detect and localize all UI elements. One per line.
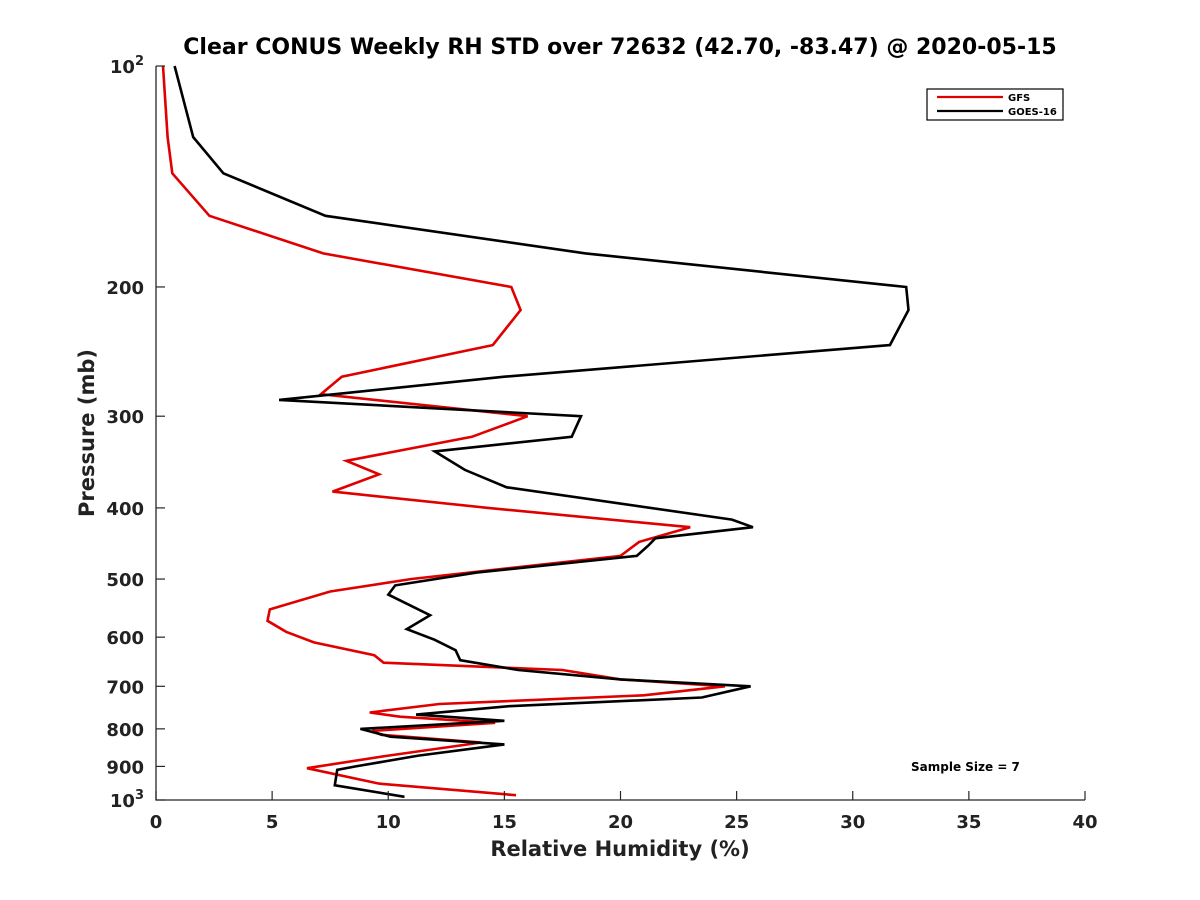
y-tick-label: 103 bbox=[110, 788, 144, 812]
x-tick-label: 10 bbox=[376, 812, 401, 833]
y-tick-label: 400 bbox=[106, 499, 144, 520]
x-tick-label: 30 bbox=[840, 812, 865, 833]
y-axis: 102 200 300 400 500 600 700 800 900 103 bbox=[106, 54, 165, 812]
x-tick-label: 20 bbox=[608, 812, 633, 833]
y-tick-label: 900 bbox=[106, 757, 144, 778]
y-tick-label: 102 bbox=[110, 54, 144, 78]
series-layer bbox=[161, 65, 910, 799]
x-tick-label: 35 bbox=[956, 812, 981, 833]
plot-area: 0 5 10 15 20 25 30 35 40 102 200 300 400 500 600 700 80… bbox=[106, 54, 1097, 833]
series-line-goes-16 bbox=[173, 65, 910, 799]
legend-label-goes16: GOES-16 bbox=[1008, 107, 1057, 118]
y-tick-label: 300 bbox=[106, 407, 144, 428]
x-tick-label: 25 bbox=[724, 812, 749, 833]
x-tick-label: 5 bbox=[266, 812, 279, 833]
x-axis-label: Relative Humidity (%) bbox=[490, 837, 749, 861]
series-line-gfs bbox=[161, 65, 726, 797]
legend-label-gfs: GFS bbox=[1008, 93, 1030, 104]
legend: GFS GOES-16 bbox=[926, 88, 1064, 121]
x-tick-label: 15 bbox=[492, 812, 517, 833]
chart-title: Clear CONUS Weekly RH STD over 72632 (42… bbox=[183, 35, 1056, 60]
y-tick-label: 800 bbox=[106, 720, 144, 741]
y-tick-label: 200 bbox=[106, 278, 144, 299]
y-axis-label: Pressure (mb) bbox=[75, 349, 99, 517]
y-tick-label: 500 bbox=[106, 570, 144, 591]
x-tick-label: 40 bbox=[1072, 812, 1097, 833]
sample-size-annotation: Sample Size = 7 bbox=[911, 760, 1020, 774]
y-tick-label: 700 bbox=[106, 677, 144, 698]
legend-box bbox=[926, 88, 1064, 121]
x-tick-label: 0 bbox=[150, 812, 163, 833]
x-axis: 0 5 10 15 20 25 30 35 40 bbox=[150, 791, 1098, 833]
y-tick-label: 600 bbox=[106, 628, 144, 649]
